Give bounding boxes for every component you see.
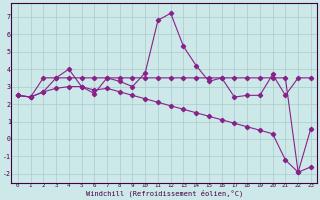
X-axis label: Windchill (Refroidissement éolien,°C): Windchill (Refroidissement éolien,°C) bbox=[86, 190, 243, 197]
